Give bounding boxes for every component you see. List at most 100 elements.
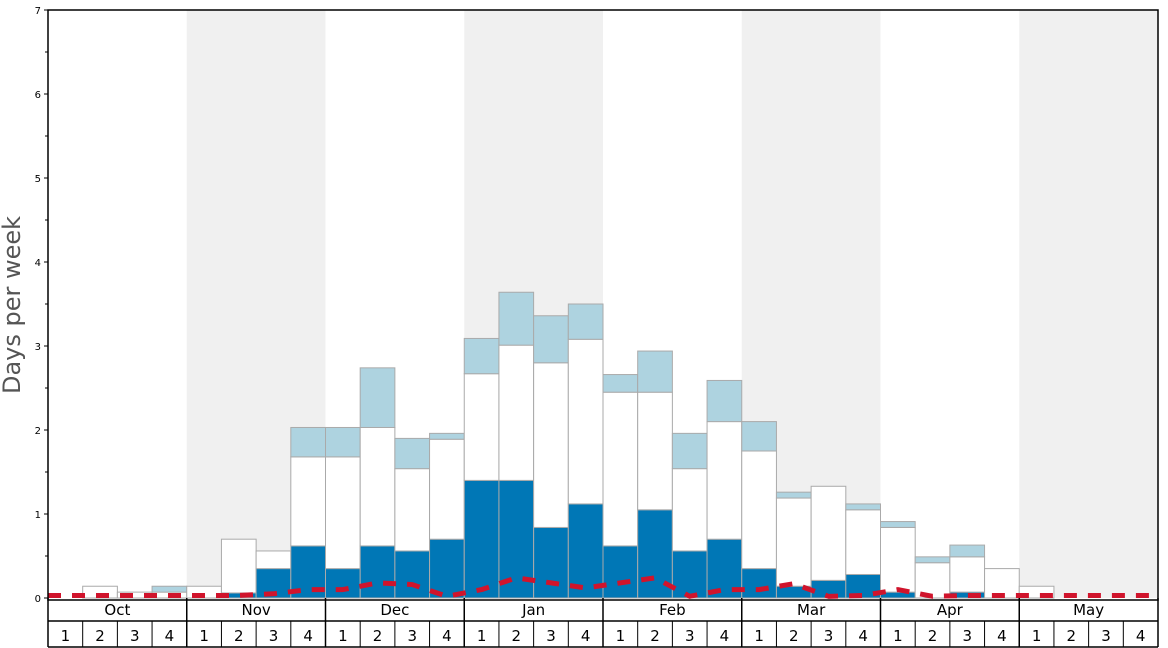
- week-label-may-1: 1: [1032, 627, 1042, 645]
- y-tick-label-3: 3: [35, 342, 41, 353]
- bar-white-13: [498, 344, 535, 481]
- bar-light-12: [463, 337, 500, 375]
- x-axis: Oct 1 2 3 4 Nov 1 2 3 4 Dec 1 2 3 4 Jan 1 2 3 4 Feb 1 2 3 4 Mar 1 2…: [47, 598, 1159, 648]
- bar-white-21: [775, 497, 812, 587]
- bar-light-14: [533, 315, 569, 364]
- week-label-dec-1: 1: [338, 627, 348, 645]
- week-label-feb-4: 4: [720, 627, 730, 645]
- bar-light-15: [567, 303, 604, 340]
- week-label-jan-1: 1: [477, 627, 487, 645]
- bar-white-5: [220, 538, 257, 594]
- bar-light-24: [880, 521, 916, 528]
- bar-white-15: [567, 338, 604, 505]
- week-label-nov-3: 3: [269, 627, 279, 645]
- bar-white-12: [463, 373, 500, 481]
- bar-white-28: [1018, 585, 1055, 599]
- bar-dark-18: [671, 550, 708, 599]
- week-label-apr-2: 2: [928, 627, 938, 645]
- week-label-nov-4: 4: [303, 627, 313, 645]
- bar-dark-9: [359, 545, 396, 599]
- dashed-line: [48, 575, 1158, 599]
- week-label-feb-1: 1: [616, 627, 626, 645]
- bar-white-14: [533, 362, 569, 528]
- month-label-oct: Oct: [104, 601, 130, 619]
- bar-light-21: [775, 491, 812, 499]
- week-label-may-4: 4: [1136, 627, 1146, 645]
- bar-white-7: [290, 456, 326, 547]
- bar-light-11: [429, 432, 465, 440]
- bar-white-17: [637, 391, 673, 511]
- bar-light-23: [845, 503, 881, 511]
- y-tick-label-7: 7: [35, 6, 41, 17]
- week-label-jan-4: 4: [581, 627, 591, 645]
- month-band-may: [1019, 10, 1158, 598]
- week-label-mar-3: 3: [824, 627, 834, 645]
- week-label-dec-4: 4: [442, 627, 452, 645]
- y-tick-label-2: 2: [35, 426, 41, 437]
- bar-light-9: [359, 367, 396, 428]
- bar-dark-10: [394, 550, 431, 599]
- month-label-dec: Dec: [380, 601, 409, 619]
- bar-light-3: [151, 585, 188, 593]
- bar-dark-11: [429, 538, 465, 599]
- bar-light-8: [325, 426, 361, 458]
- bar-white-9: [359, 426, 396, 547]
- week-label-apr-1: 1: [893, 627, 903, 645]
- week-label-feb-2: 2: [650, 627, 660, 645]
- bar-light-17: [637, 350, 673, 393]
- y-tick-label-0: 0: [35, 594, 41, 605]
- month-label-may: May: [1073, 601, 1104, 619]
- bar-white-10: [394, 468, 431, 552]
- bar-white-11: [429, 438, 465, 540]
- month-label-apr: Apr: [937, 601, 964, 619]
- week-label-mar-1: 1: [754, 627, 764, 645]
- month-label-nov: Nov: [241, 601, 270, 619]
- bar-white-26: [949, 556, 986, 593]
- y-tick-label-6: 6: [35, 90, 41, 101]
- bar-white-23: [845, 509, 881, 575]
- week-label-dec-3: 3: [407, 627, 417, 645]
- bar-white-19: [706, 421, 743, 540]
- week-label-oct-1: 1: [61, 627, 71, 645]
- bar-light-26: [949, 544, 986, 558]
- bar-white-20: [741, 450, 777, 570]
- bar-white-8: [325, 456, 361, 570]
- month-label-mar: Mar: [797, 601, 826, 619]
- bar-white-16: [602, 391, 639, 547]
- week-label-dec-2: 2: [373, 627, 383, 645]
- week-label-mar-4: 4: [858, 627, 868, 645]
- month-label-jan: Jan: [521, 601, 545, 619]
- bar-dark-12: [463, 479, 500, 599]
- bar-light-19: [706, 379, 743, 423]
- week-label-oct-2: 2: [95, 627, 105, 645]
- week-label-apr-3: 3: [962, 627, 972, 645]
- bar-light-18: [671, 432, 708, 470]
- week-label-feb-3: 3: [685, 627, 695, 645]
- bar-light-25: [914, 556, 951, 564]
- week-label-may-2: 2: [1067, 627, 1077, 645]
- week-label-oct-4: 4: [165, 627, 175, 645]
- week-label-mar-2: 2: [789, 627, 799, 645]
- bar-light-20: [741, 421, 777, 452]
- bar-dark-16: [602, 545, 639, 599]
- week-label-jan-2: 2: [512, 627, 522, 645]
- week-label-jan-3: 3: [546, 627, 556, 645]
- bar-dark-8: [325, 568, 361, 599]
- week-label-nov-2: 2: [234, 627, 244, 645]
- week-label-apr-4: 4: [997, 627, 1007, 645]
- bar-white-18: [671, 468, 708, 552]
- bar-light-16: [602, 374, 639, 393]
- week-label-nov-1: 1: [199, 627, 209, 645]
- bar-white-6: [255, 550, 292, 570]
- dashed-line-group: [48, 575, 1158, 599]
- bar-light-7: [290, 426, 326, 458]
- week-label-may-3: 3: [1101, 627, 1111, 645]
- y-tick-label-4: 4: [35, 258, 41, 269]
- bar-dark-20: [741, 568, 777, 599]
- y-axis: 0 1 2 3 4 5 6 7: [35, 6, 48, 605]
- bar-light-13: [498, 291, 535, 346]
- y-tick-label-1: 1: [35, 510, 41, 521]
- y-axis-label: Days per week: [0, 216, 26, 394]
- month-label-feb: Feb: [659, 601, 686, 619]
